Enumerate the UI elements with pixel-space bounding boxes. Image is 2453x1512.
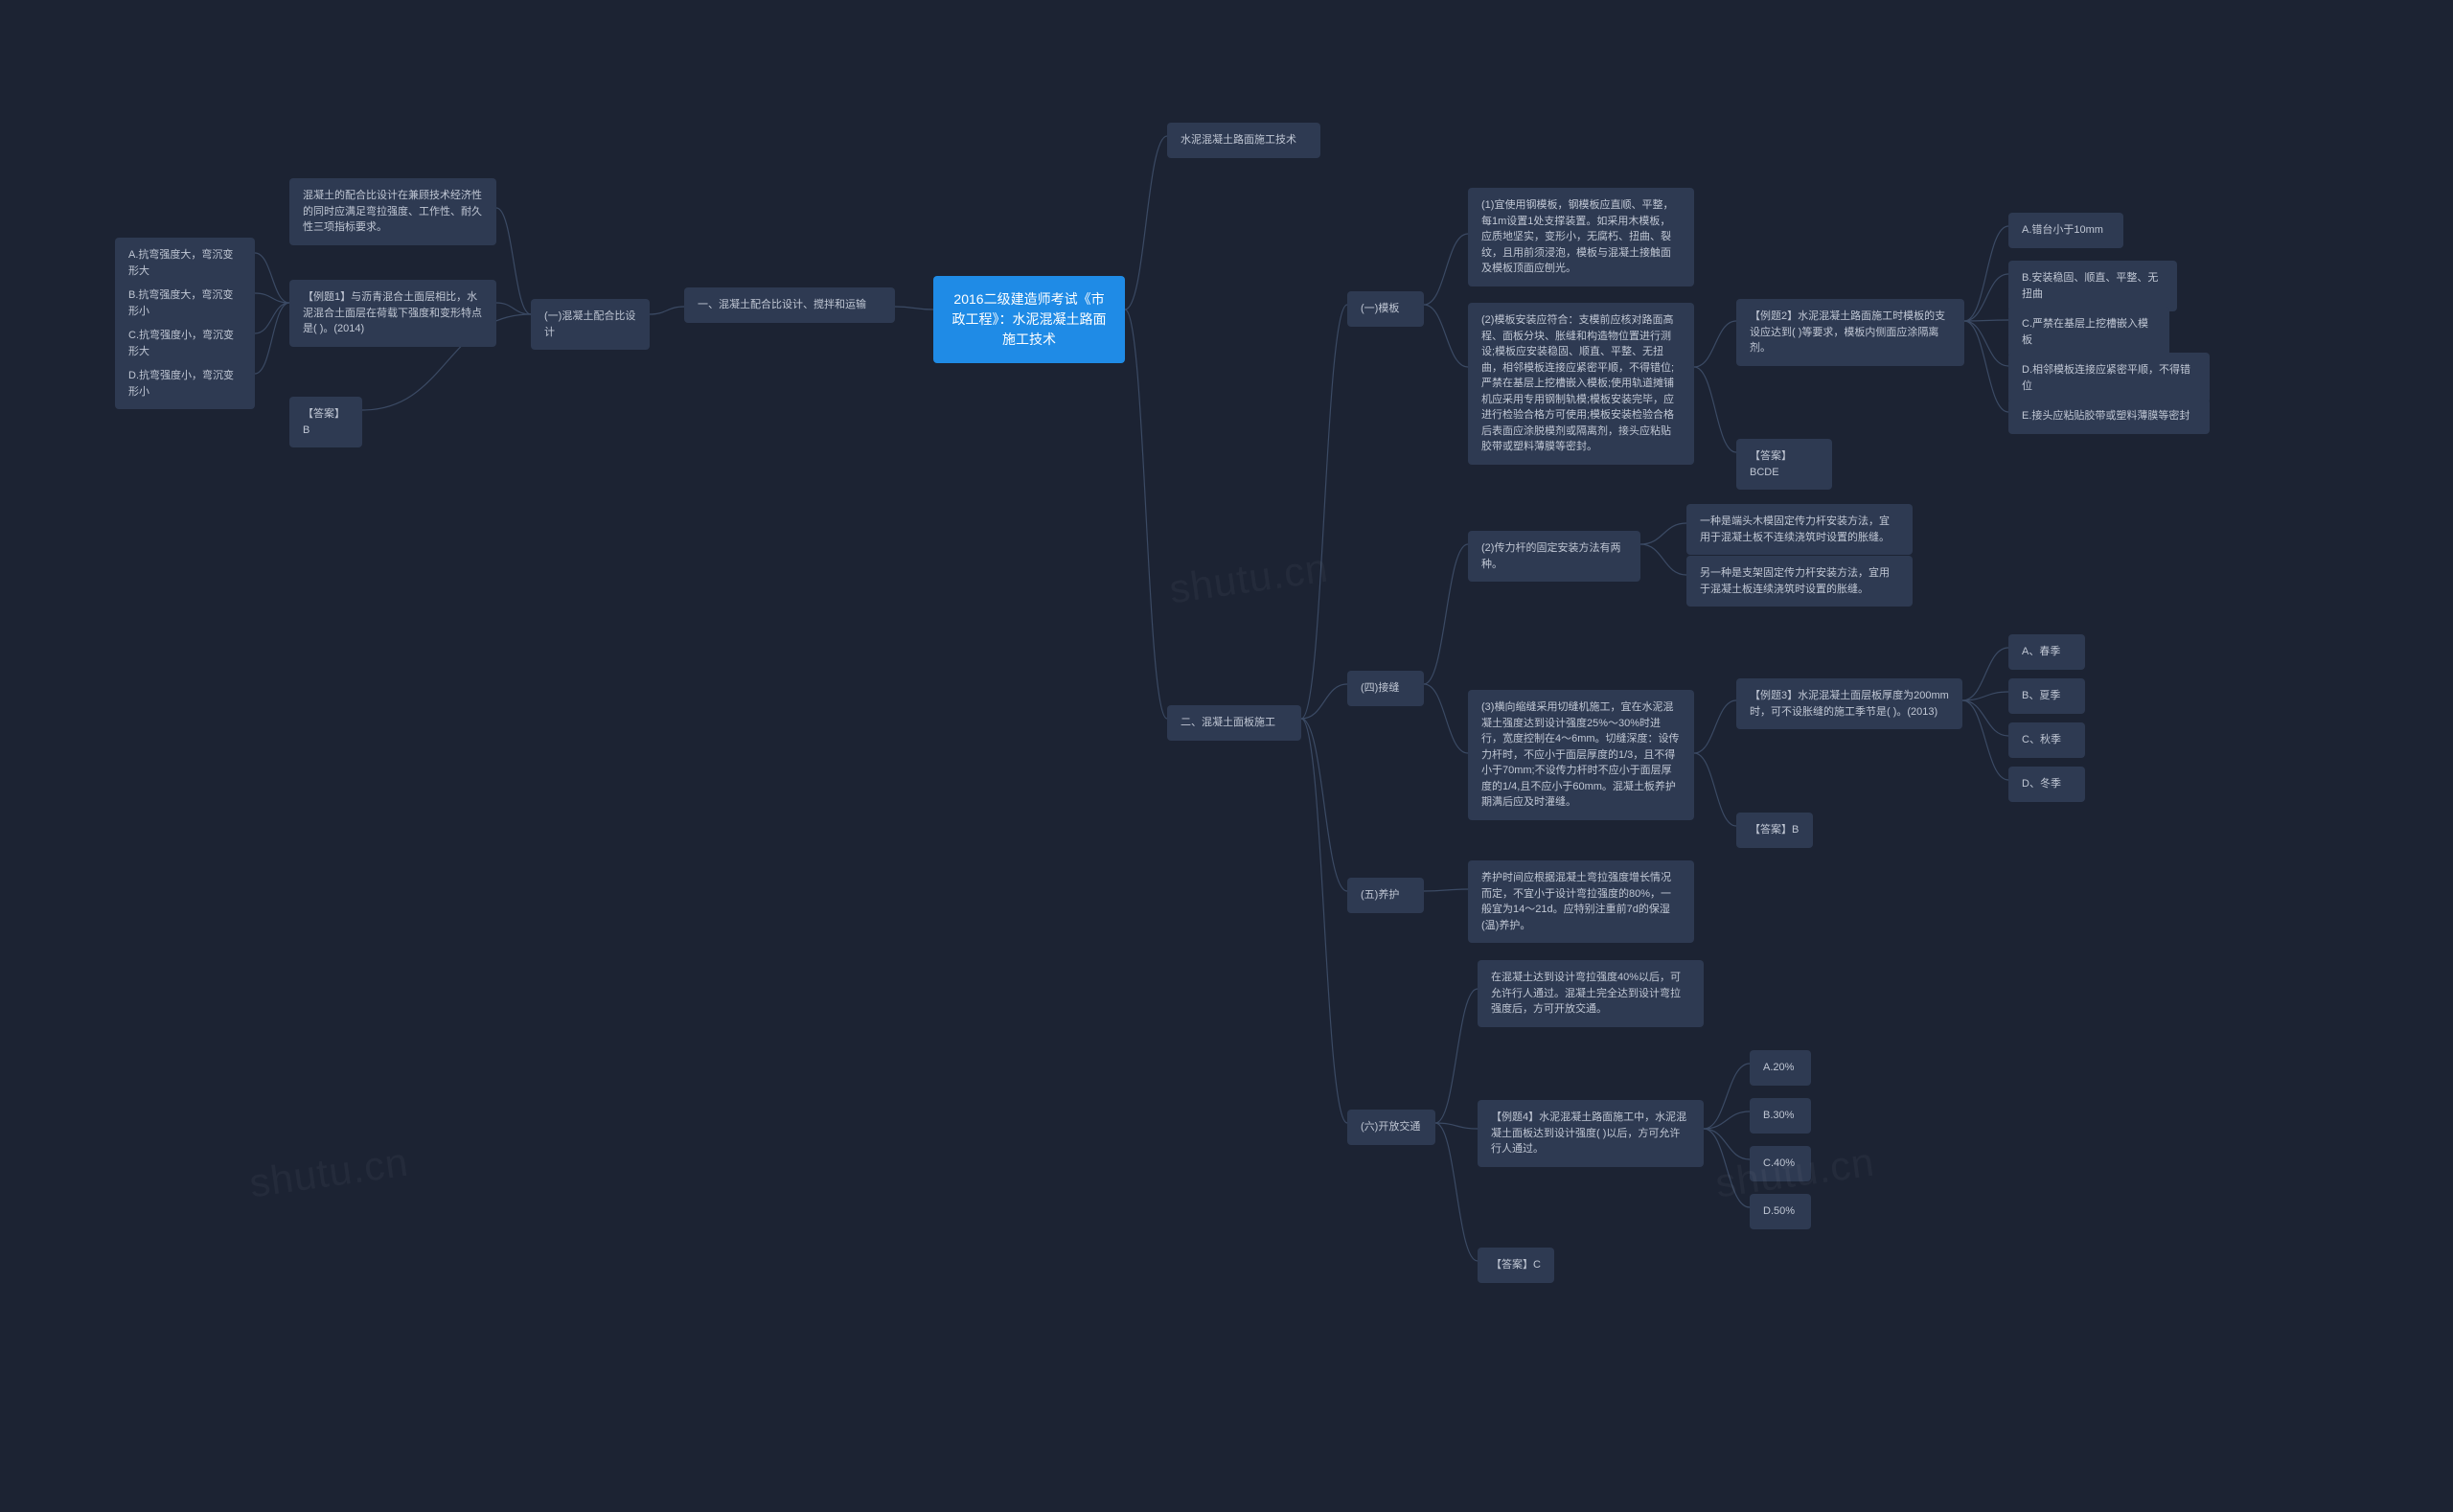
watermark: shutu.cn (246, 1139, 411, 1207)
node-label: 【答案】BCDE (1750, 450, 1792, 478)
mindmap-node-r1a_t2a[interactable]: 【答案】BCDE (1736, 439, 1832, 490)
mindmap-node-r1d[interactable]: (四)接缝 (1347, 671, 1424, 706)
node-label: A.抗弯强度大，弯沉变形大 (128, 249, 233, 277)
mindmap-node-r1e[interactable]: (五)养护 (1347, 878, 1424, 913)
node-label: A、春季 (2022, 646, 2060, 657)
mindmap-node-l1[interactable]: 一、混凝土配合比设计、搅拌和运输 (684, 287, 895, 323)
node-label: 【例题1】与沥青混合土面层相比，水泥混合土面层在荷载下强度和变形特点是( )。(… (303, 291, 482, 334)
node-label: C.严禁在基层上挖槽嵌入模板 (2022, 318, 2148, 346)
node-label: 二、混凝土面板施工 (1181, 717, 1275, 728)
node-label: 2016二级建造师考试《市政工程》：水泥混凝土路面施工技术 (952, 291, 1107, 347)
node-label: D.50% (1763, 1205, 1795, 1217)
mindmap-node-r1d_t2qd[interactable]: D、冬季 (2008, 767, 2085, 802)
node-label: 【答案】C (1491, 1259, 1541, 1271)
mindmap-node-r1f_t2a[interactable]: A.20% (1750, 1050, 1811, 1086)
mindmap-node-r1a_t2[interactable]: (2)模板安装应符合：支模前应核对路面高程、面板分块、胀缝和构造物位置进行测设;… (1468, 303, 1694, 465)
mindmap-node-r1f[interactable]: (六)开放交通 (1347, 1110, 1435, 1145)
mindmap-node-r1a_t2q[interactable]: 【例题2】水泥混凝土路面施工时模板的支设应达到( )等要求，模板内侧面应涂隔离剂… (1736, 299, 1964, 366)
mindmap-node-r1f_t3[interactable]: 【答案】C (1478, 1248, 1554, 1283)
mindmap-node-l1a_t2[interactable]: 【例题1】与沥青混合土面层相比，水泥混合土面层在荷载下强度和变形特点是( )。(… (289, 280, 496, 347)
node-label: 【例题2】水泥混凝土路面施工时模板的支设应达到( )等要求，模板内侧面应涂隔离剂… (1750, 310, 1945, 354)
mindmap-node-r1f_t2[interactable]: 【例题4】水泥混凝土路面施工中，水泥混凝土面板达到设计强度( )以后，方可允许行… (1478, 1100, 1704, 1167)
node-label: C.抗弯强度小，弯沉变形大 (128, 330, 234, 357)
mindmap-node-r1f_t2b[interactable]: B.30% (1750, 1098, 1811, 1134)
mindmap-node-r1d_t2a[interactable]: 【答案】B (1736, 813, 1813, 848)
node-label: C、秋季 (2022, 734, 2061, 745)
mindmap-node-r1e_t1[interactable]: 养护时间应根据混凝土弯拉强度增长情况而定，不宜小于设计弯拉强度的80%，一般宜为… (1468, 860, 1694, 943)
node-label: (1)宜使用钢模板，钢模板应直顺、平整，每1m设置1处支撑装置。如采用木模板，应… (1481, 199, 1673, 274)
mindmap-node-r0[interactable]: 水泥混凝土路面施工技术 (1167, 123, 1320, 158)
node-label: (3)横向缩缝采用切缝机施工，宜在水泥混凝土强度达到设计强度25%～30%时进行… (1481, 701, 1680, 808)
mindmap-node-r1d_t1b[interactable]: 另一种是支架固定传力杆安装方法，宜用于混凝土板连续浇筑时设置的胀缝。 (1686, 556, 1913, 607)
mindmap-node-r1d_t1a[interactable]: 一种是端头木模固定传力杆安装方法，宜用于混凝土板不连续浇筑时设置的胀缝。 (1686, 504, 1913, 555)
mindmap-node-r1a_t2qc[interactable]: C.严禁在基层上挖槽嵌入模板 (2008, 307, 2169, 357)
node-label: 水泥混凝土路面施工技术 (1181, 134, 1296, 146)
mindmap-node-r1a_t2qa[interactable]: A.错台小于10mm (2008, 213, 2123, 248)
mindmap-node-r1a_t2qb[interactable]: B.安装稳固、顺直、平整、无扭曲 (2008, 261, 2177, 311)
mindmap-node-r1d_t2[interactable]: (3)横向缩缝采用切缝机施工，宜在水泥混凝土强度达到设计强度25%～30%时进行… (1468, 690, 1694, 820)
mindmap-node-l1a[interactable]: (一)混凝土配合比设计 (531, 299, 650, 350)
mindmap-node-l1a_t3[interactable]: 【答案】B (289, 397, 362, 447)
mindmap-node-l1a_t1[interactable]: 混凝土的配合比设计在兼顾技术经济性的同时应满足弯拉强度、工作性、耐久性三项指标要… (289, 178, 496, 245)
mindmap-node-r1d_t1[interactable]: (2)传力杆的固定安装方法有两种。 (1468, 531, 1640, 582)
node-label: B、夏季 (2022, 690, 2060, 701)
mindmap-node-root[interactable]: 2016二级建造师考试《市政工程》：水泥混凝土路面施工技术 (933, 276, 1125, 363)
mindmap-node-r1d_t2qa[interactable]: A、春季 (2008, 634, 2085, 670)
mindmap-node-r1a_t2qd[interactable]: D.相邻模板连接应紧密平顺，不得错位 (2008, 353, 2210, 403)
mindmap-node-l1a_t2d[interactable]: D.抗弯强度小，弯沉变形小 (115, 358, 255, 409)
node-label: D.相邻模板连接应紧密平顺，不得错位 (2022, 364, 2190, 392)
node-label: 在混凝土达到设计弯拉强度40%以后，可允许行人通过。混凝土完全达到设计弯拉强度后… (1491, 972, 1681, 1015)
mindmap-node-r1d_t2qc[interactable]: C、秋季 (2008, 722, 2085, 758)
node-label: (一)混凝土配合比设计 (544, 310, 635, 338)
node-label: B.30% (1763, 1110, 1794, 1121)
node-label: 【答案】B (303, 408, 345, 436)
node-label: (六)开放交通 (1361, 1121, 1420, 1133)
mindmap-node-r1f_t1[interactable]: 在混凝土达到设计弯拉强度40%以后，可允许行人通过。混凝土完全达到设计弯拉强度后… (1478, 960, 1704, 1027)
node-label: B.安装稳固、顺直、平整、无扭曲 (2022, 272, 2158, 300)
mindmap-node-r1a_t2qe[interactable]: E.接头应粘贴胶带或塑料薄膜等密封 (2008, 399, 2210, 434)
node-label: 养护时间应根据混凝土弯拉强度增长情况而定，不宜小于设计弯拉强度的80%，一般宜为… (1481, 872, 1671, 931)
node-label: E.接头应粘贴胶带或塑料薄膜等密封 (2022, 410, 2189, 422)
node-label: (2)传力杆的固定安装方法有两种。 (1481, 542, 1620, 570)
mindmap-node-r1a[interactable]: (一)模板 (1347, 291, 1424, 327)
watermark: shutu.cn (1166, 545, 1331, 613)
mindmap-node-r1d_t2q[interactable]: 【例题3】水泥混凝土面层板厚度为200mm时，可不设胀缝的施工季节是( )。(2… (1736, 678, 1962, 729)
node-label: 混凝土的配合比设计在兼顾技术经济性的同时应满足弯拉强度、工作性、耐久性三项指标要… (303, 190, 482, 233)
mindmap-node-r1f_t2c[interactable]: C.40% (1750, 1146, 1811, 1181)
node-label: A.20% (1763, 1062, 1794, 1073)
mindmap-node-r1[interactable]: 二、混凝土面板施工 (1167, 705, 1301, 741)
node-label: (四)接缝 (1361, 682, 1399, 694)
node-label: 一种是端头木模固定传力杆安装方法，宜用于混凝土板不连续浇筑时设置的胀缝。 (1700, 515, 1890, 543)
node-label: B.抗弯强度大，弯沉变形小 (128, 289, 233, 317)
node-label: (2)模板安装应符合：支模前应核对路面高程、面板分块、胀缝和构造物位置进行测设;… (1481, 314, 1674, 452)
mindmap-node-r1f_t2d[interactable]: D.50% (1750, 1194, 1811, 1229)
node-label: D、冬季 (2022, 778, 2061, 790)
node-label: 【例题3】水泥混凝土面层板厚度为200mm时，可不设胀缝的施工季节是( )。(2… (1750, 690, 1949, 718)
node-label: A.错台小于10mm (2022, 224, 2103, 236)
node-label: 一、混凝土配合比设计、搅拌和运输 (698, 299, 866, 310)
mindmap-node-r1d_t2qb[interactable]: B、夏季 (2008, 678, 2085, 714)
node-label: C.40% (1763, 1157, 1795, 1169)
mindmap-node-r1a_t1[interactable]: (1)宜使用钢模板，钢模板应直顺、平整，每1m设置1处支撑装置。如采用木模板，应… (1468, 188, 1694, 286)
node-label: D.抗弯强度小，弯沉变形小 (128, 370, 234, 398)
node-label: 另一种是支架固定传力杆安装方法，宜用于混凝土板连续浇筑时设置的胀缝。 (1700, 567, 1890, 595)
node-label: 【答案】B (1750, 824, 1799, 836)
node-label: (一)模板 (1361, 303, 1399, 314)
node-label: 【例题4】水泥混凝土路面施工中，水泥混凝土面板达到设计强度( )以后，方可允许行… (1491, 1111, 1686, 1155)
node-label: (五)养护 (1361, 889, 1399, 901)
